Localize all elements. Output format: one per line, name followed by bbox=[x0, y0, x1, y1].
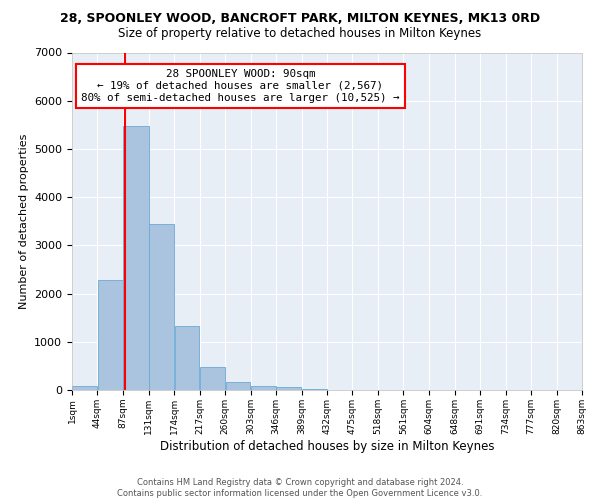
Bar bbox=[73, 386, 97, 390]
Bar bbox=[251, 386, 276, 390]
Y-axis label: Number of detached properties: Number of detached properties bbox=[19, 134, 29, 309]
Text: Size of property relative to detached houses in Milton Keynes: Size of property relative to detached ho… bbox=[118, 28, 482, 40]
Bar bbox=[302, 389, 326, 390]
Text: Contains HM Land Registry data © Crown copyright and database right 2024.
Contai: Contains HM Land Registry data © Crown c… bbox=[118, 478, 482, 498]
Bar bbox=[123, 126, 149, 390]
Bar bbox=[149, 224, 174, 390]
Text: 28, SPOONLEY WOOD, BANCROFT PARK, MILTON KEYNES, MK13 0RD: 28, SPOONLEY WOOD, BANCROFT PARK, MILTON… bbox=[60, 12, 540, 26]
Bar bbox=[226, 382, 250, 390]
Text: 28 SPOONLEY WOOD: 90sqm
← 19% of detached houses are smaller (2,567)
80% of semi: 28 SPOONLEY WOOD: 90sqm ← 19% of detache… bbox=[81, 70, 400, 102]
Bar bbox=[200, 368, 225, 390]
X-axis label: Distribution of detached houses by size in Milton Keynes: Distribution of detached houses by size … bbox=[160, 440, 494, 452]
Bar bbox=[277, 388, 301, 390]
Bar bbox=[175, 326, 199, 390]
Bar bbox=[98, 280, 122, 390]
